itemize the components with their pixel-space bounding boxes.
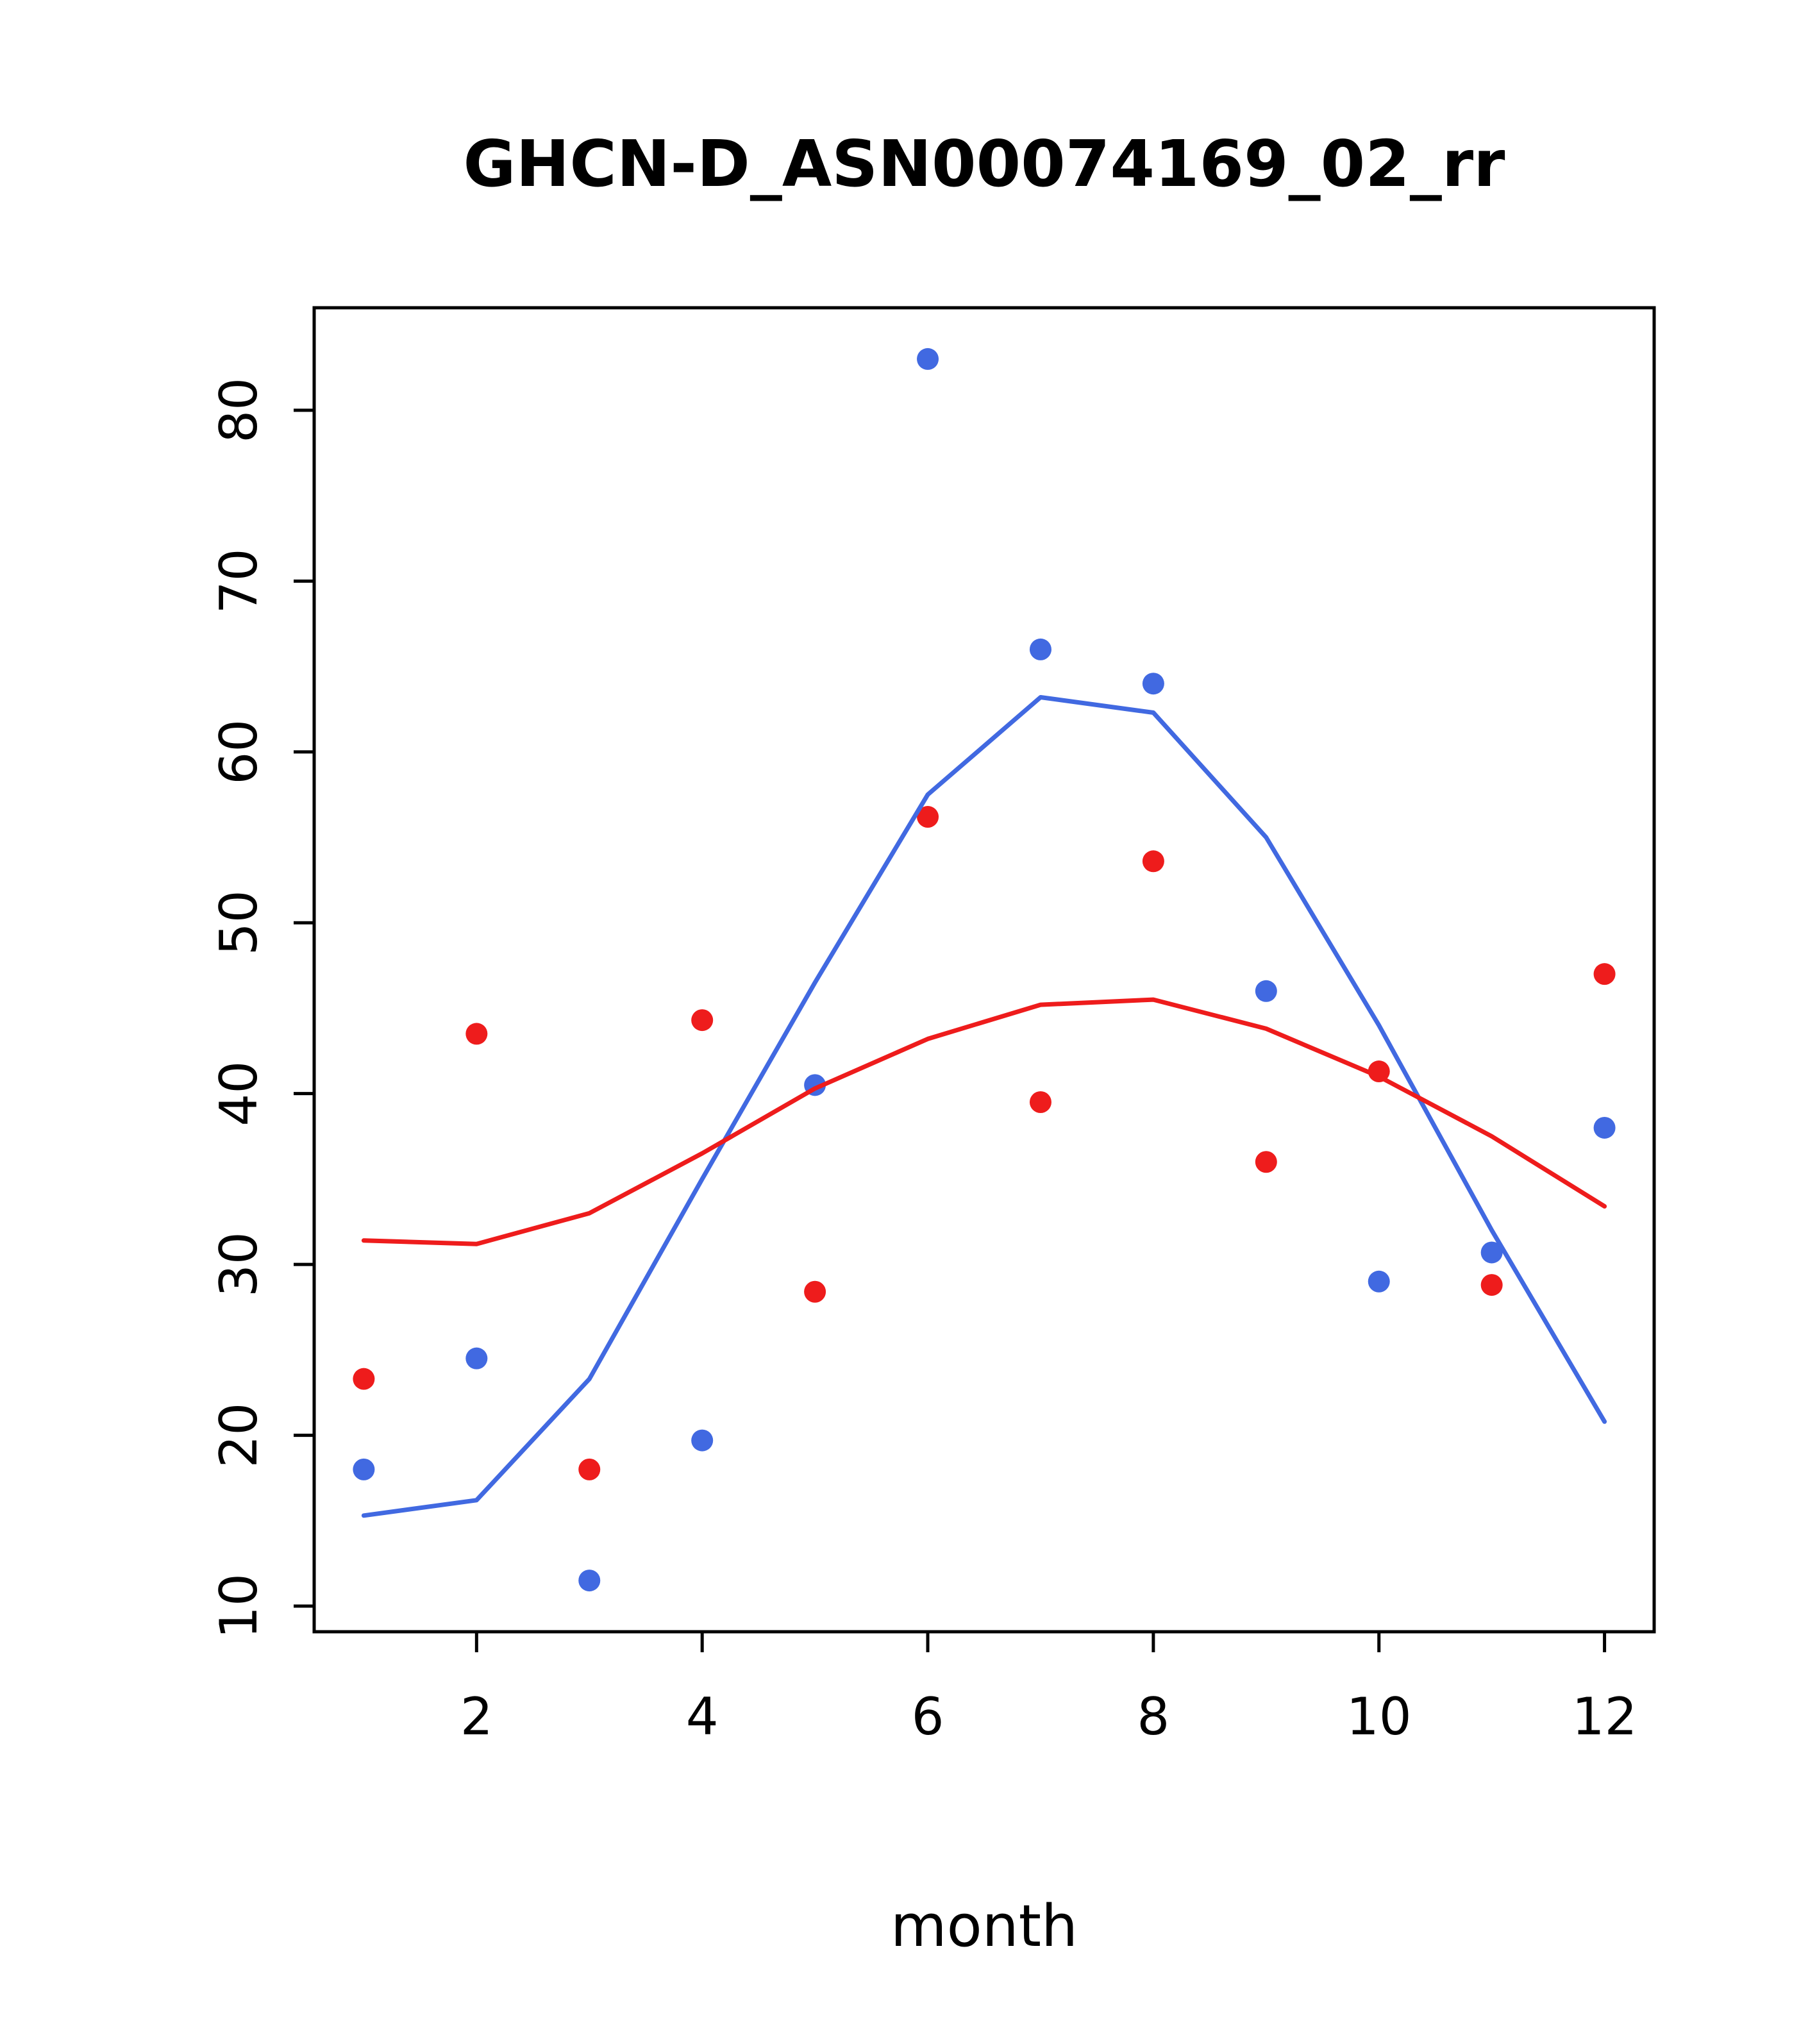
y-tick-label: 80 (209, 378, 269, 443)
red-points-point (1142, 850, 1164, 873)
x-axis-label: month (891, 1893, 1078, 1960)
red-points-point (691, 1009, 714, 1032)
y-tick-label: 40 (209, 1061, 269, 1127)
y-tick-label: 50 (209, 890, 269, 955)
y-tick-label: 10 (209, 1573, 269, 1639)
x-tick-label: 10 (1346, 1687, 1412, 1747)
blue-points-point (465, 1347, 488, 1370)
red-points-point (353, 1368, 375, 1390)
y-tick-label: 70 (209, 548, 269, 614)
blue-points-point (1368, 1270, 1390, 1293)
x-tick-label: 6 (912, 1687, 944, 1747)
red-smooth-line (361, 997, 1607, 1246)
chart-title: GHCN-D_ASN00074169_02_rr (464, 126, 1506, 201)
red-points-point (1480, 1274, 1503, 1296)
red-points-point (1368, 1060, 1390, 1083)
y-tick-label: 20 (209, 1403, 269, 1468)
red-points-point (1255, 1151, 1277, 1173)
red-points-point (1593, 963, 1616, 985)
red-points-point (465, 1023, 488, 1045)
y-tick-label: 30 (209, 1232, 269, 1297)
y-tick-label: 60 (209, 719, 269, 785)
x-tick-label: 2 (460, 1687, 493, 1747)
plot-layer: 2 4 6 8 10 12 10 20 30 40 50 60 70 80 (209, 306, 1656, 1747)
blue-smooth-line (361, 695, 1607, 1518)
plot-box (312, 306, 1656, 1634)
red-points-point (578, 1458, 601, 1480)
blue-points-point (1255, 980, 1277, 1002)
blue-points-point (917, 348, 939, 370)
x-tick-label: 12 (1572, 1687, 1637, 1747)
red-points-point (804, 1280, 826, 1303)
red-points-point (917, 806, 939, 828)
x-tick-label: 4 (686, 1687, 719, 1747)
blue-points-point (1593, 1116, 1616, 1139)
blue-points-point (1480, 1241, 1503, 1264)
red-points-point (1029, 1091, 1051, 1113)
blue-points-point (1029, 638, 1051, 660)
x-tick-label: 8 (1137, 1687, 1169, 1747)
blue-points-point (353, 1458, 375, 1480)
blue-points-point (578, 1570, 601, 1592)
blue-points-point (1142, 673, 1164, 695)
blue-points-point (691, 1429, 714, 1452)
